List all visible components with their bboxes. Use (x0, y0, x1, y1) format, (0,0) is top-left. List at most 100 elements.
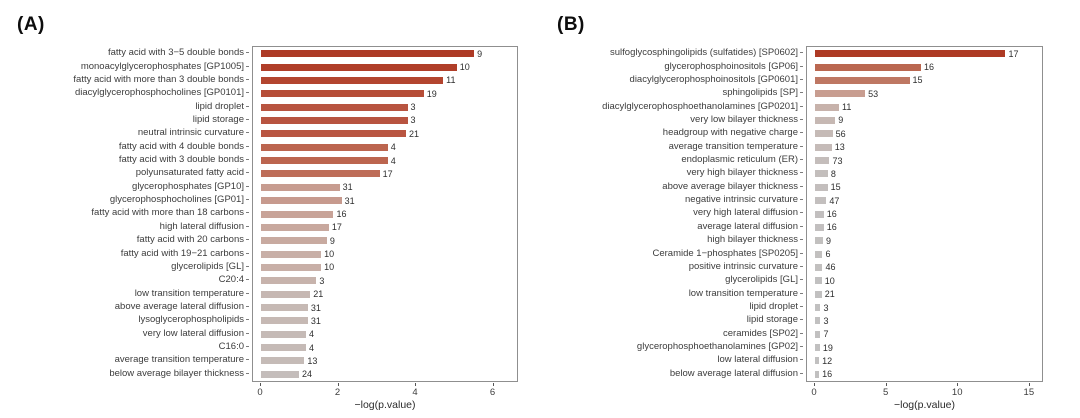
y-axis-label: high lateral diffusion (22, 220, 249, 233)
bar-count-label: 15 (830, 182, 841, 193)
y-tick-mark (800, 105, 803, 107)
bar-count-label: 31 (344, 195, 355, 206)
y-axis-label-text: very high bilayer thickness (686, 167, 798, 179)
y-tick-mark (246, 359, 249, 361)
y-axis-label-text: fatty acid with more than 3 double bonds (73, 73, 244, 85)
panel-a-plot-area: 9 10 11 19 3 3 21 4 4 17 31 31 16 17 9 10 10 3 21 31 31 4 4 13 2… (252, 46, 518, 382)
y-tick-mark (800, 118, 803, 120)
bar-count-label: 56 (835, 128, 846, 139)
y-tick-mark (800, 185, 803, 187)
y-axis-label: glycerophosphoinositols [GP06] (566, 59, 803, 72)
bar-count-label: 9 (838, 115, 844, 126)
y-axis-label: below average bilayer thickness (22, 367, 249, 380)
y-tick-mark (246, 346, 249, 348)
y-axis-label: above average lateral diffusion (22, 300, 249, 313)
y-tick-mark (246, 145, 249, 147)
y-tick-mark (246, 332, 249, 334)
y-tick-mark (800, 172, 803, 174)
bar (261, 116, 408, 124)
y-axis-label: glycerolipids [GL] (566, 273, 803, 286)
x-tick-label: 10 (951, 387, 963, 398)
y-axis-label: headgroup with negative charge (566, 126, 803, 139)
bar-count-label: 11 (842, 102, 852, 113)
y-tick-mark (246, 279, 249, 281)
bar (261, 317, 308, 325)
bar (261, 76, 444, 84)
y-axis-label: fatty acid with 3 double bonds (22, 153, 249, 166)
y-axis-label: lipid droplet (566, 300, 803, 313)
y-tick-mark (800, 145, 803, 147)
y-axis-label-text: glycerophosphocholines [GP01] (109, 194, 244, 206)
bar (815, 90, 866, 98)
y-tick-mark (246, 239, 249, 241)
y-axis-label: very high bilayer thickness (566, 166, 803, 179)
y-tick-mark (800, 225, 803, 227)
y-axis-label: glycerophosphates [GP10] (22, 180, 249, 193)
y-axis-label-text: above average bilayer thickness (662, 180, 798, 192)
bar-count-label: 10 (324, 262, 335, 273)
bar-count-label: 10 (824, 275, 835, 286)
bar (815, 76, 910, 84)
y-axis-label-text: neutral intrinsic curvature (137, 127, 244, 139)
y-tick-mark (246, 105, 249, 107)
panel-a-y-axis-labels: fatty acid with 3−5 double bonds monoacyl… (22, 46, 249, 380)
y-axis-label: fatty acid with 4 double bonds (22, 140, 249, 153)
y-axis-label-text: high bilayer thickness (707, 234, 798, 246)
bar (815, 304, 821, 312)
y-axis-label-text: lipid storage (192, 113, 244, 125)
y-axis-label-text: lipid droplet (195, 100, 244, 112)
y-axis-label-text: below average lateral diffusion (669, 367, 798, 379)
bar-count-label: 21 (824, 289, 835, 300)
y-axis-label: glycerophosphoethanolamines [GP02] (566, 340, 803, 353)
bar-count-label: 10 (324, 249, 335, 260)
bar-count-label: 16 (923, 62, 934, 73)
y-tick-mark (246, 65, 249, 67)
y-tick-mark (246, 78, 249, 80)
bar-count-label: 4 (390, 155, 396, 166)
y-axis-label-text: lysoglycerophospholipids (138, 314, 244, 326)
y-tick-mark (800, 265, 803, 267)
y-axis-label-text: low lateral diffusion (717, 354, 798, 366)
bar (261, 223, 329, 231)
y-tick-mark (246, 132, 249, 134)
bar (815, 263, 823, 271)
bar (261, 130, 406, 138)
x-tick-mark (885, 383, 887, 386)
bar-count-label: 13 (834, 142, 845, 153)
bar-count-label: 10 (459, 62, 470, 73)
bar-count-label: 21 (313, 289, 324, 300)
y-tick-mark (246, 172, 249, 174)
y-axis-label: fatty acid with 19−21 carbons (22, 246, 249, 259)
y-axis-label-text: negative intrinsic curvature (685, 194, 798, 206)
bar-count-label: 3 (823, 302, 829, 313)
y-axis-label: average lateral diffusion (566, 220, 803, 233)
y-tick-mark (800, 52, 803, 54)
bar-count-label: 17 (382, 168, 393, 179)
y-axis-label-text: sulfoglycosphingolipids (sulfatides) [SP… (610, 47, 798, 59)
y-axis-label-text: fatty acid with 3−5 double bonds (108, 47, 244, 59)
y-tick-mark (800, 359, 803, 361)
y-axis-label-text: Ceramide 1−phosphates [SP0205] (652, 247, 798, 259)
y-tick-mark (800, 199, 803, 201)
y-tick-mark (800, 279, 803, 281)
bar (261, 370, 299, 378)
x-tick-label: 0 (257, 387, 263, 398)
bar (815, 197, 827, 205)
bar (815, 223, 824, 231)
y-axis-label: average transition temperature (22, 353, 249, 366)
y-tick-mark (800, 292, 803, 294)
y-axis-label-text: fatty acid with 20 carbons (136, 234, 244, 246)
y-axis-label-text: very low lateral diffusion (142, 327, 244, 339)
y-tick-mark (246, 92, 249, 94)
bar-count-label: 4 (308, 329, 314, 340)
bar (815, 317, 821, 325)
bar-count-label: 24 (301, 369, 312, 380)
y-axis-label-text: glycerophosphoinositols [GP06] (664, 60, 798, 72)
y-axis-label: very high lateral diffusion (566, 206, 803, 219)
panel-a-x-axis-title: −log(p.value) (354, 399, 416, 411)
y-axis-label: below average lateral diffusion (566, 367, 803, 380)
x-tick-mark (337, 383, 339, 386)
bar (261, 277, 317, 285)
y-axis-label: fatty acid with more than 3 double bonds (22, 73, 249, 86)
bar-count-label: 9 (826, 235, 832, 246)
